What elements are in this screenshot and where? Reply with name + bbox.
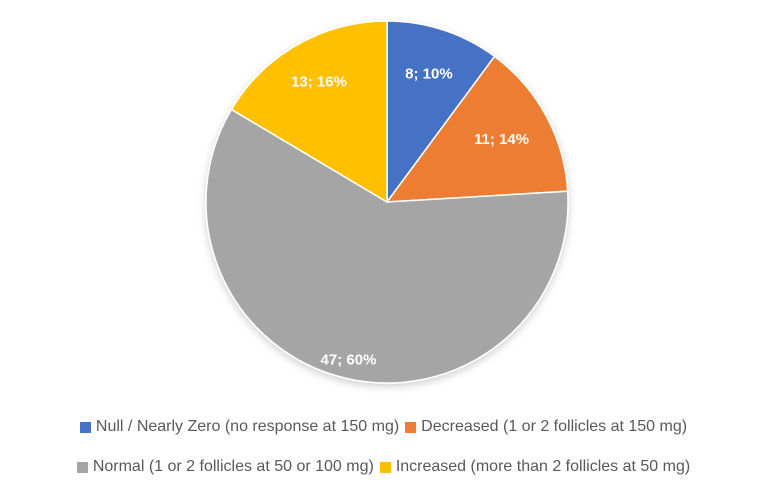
chart-legend: Null / Nearly Zero (no response at 150 m… — [0, 412, 767, 488]
data-label-null: 8; 10% — [405, 66, 453, 83]
legend-item-increased: Increased (more than 2 follicles at 50 m… — [379, 458, 691, 476]
pie-slice-normal — [205, 108, 569, 384]
legend-item-decreased: Decreased (1 or 2 follicles at 150 mg) — [405, 418, 687, 436]
legend-label-increased: Increased (more than 2 follicles at 50 m… — [395, 458, 691, 475]
legend-item-normal: Normal (1 or 2 follicles at 50 or 100 mg… — [76, 458, 374, 476]
legend-item-null: Null / Nearly Zero (no response at 150 m… — [79, 418, 400, 436]
legend-swatch-null — [79, 421, 91, 433]
pie-chart: 8; 10% 11; 14% 47; 60% 13; 16% — [205, 20, 569, 384]
legend-label-normal: Normal (1 or 2 follicles at 50 or 100 mg… — [92, 458, 374, 475]
legend-label-null: Null / Nearly Zero (no response at 150 m… — [95, 418, 400, 435]
legend-label-decreased: Decreased (1 or 2 follicles at 150 mg) — [421, 418, 688, 435]
legend-swatch-increased — [379, 461, 391, 473]
legend-row-1: Null / Nearly Zero (no response at 150 m… — [0, 414, 767, 440]
data-label-normal: 47; 60% — [321, 351, 377, 368]
pie-slice-null — [386, 20, 496, 205]
pie-slice-increased — [230, 20, 388, 204]
legend-row-2: Normal (1 or 2 follicles at 50 or 100 mg… — [0, 454, 767, 480]
data-label-increased: 13; 16% — [291, 73, 347, 90]
data-label-decreased: 11; 14% — [474, 131, 529, 148]
legend-swatch-decreased — [405, 421, 417, 433]
pie-slice-decreased — [385, 55, 569, 203]
legend-swatch-normal — [76, 461, 88, 473]
